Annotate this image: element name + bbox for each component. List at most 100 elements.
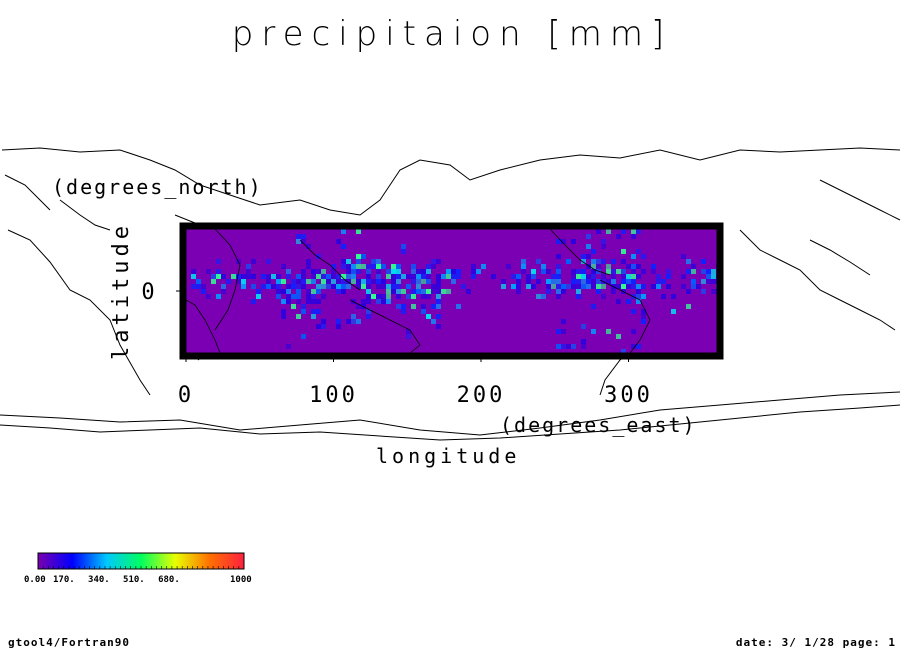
heatmap-cell xyxy=(636,284,641,289)
heatmap-cell xyxy=(631,234,636,239)
heatmap-cell xyxy=(441,289,446,294)
heatmap-cell xyxy=(631,344,636,349)
footer-date-page: date: 3/ 1/28 page: 1 xyxy=(735,636,896,649)
heatmap-cell xyxy=(571,344,576,349)
heatmap-cell xyxy=(561,239,566,244)
heatmap-cell xyxy=(561,284,566,289)
heatmap-cell xyxy=(396,274,401,279)
heatmap-cell xyxy=(631,264,636,269)
heatmap-cell xyxy=(356,319,361,324)
heatmap-cell xyxy=(331,269,336,274)
heatmap-cell xyxy=(361,254,366,259)
heatmap-cell xyxy=(606,269,611,274)
heatmap-cell xyxy=(551,284,556,289)
heatmap-cell xyxy=(316,269,321,274)
heatmap-cell xyxy=(596,229,601,234)
heatmap-cell xyxy=(626,279,631,284)
heatmap-cell xyxy=(301,334,306,339)
heatmap-cell xyxy=(556,274,561,279)
heatmap-cell xyxy=(611,259,616,264)
heatmap-cell xyxy=(386,284,391,289)
heatmap-cell xyxy=(576,279,581,284)
heatmap-cell xyxy=(426,269,431,274)
heatmap-cell xyxy=(521,264,526,269)
heatmap-cell xyxy=(651,269,656,274)
heatmap-cell xyxy=(336,279,341,284)
heatmap-cell xyxy=(406,334,411,339)
heatmap-cell xyxy=(361,284,366,289)
heatmap-cell xyxy=(436,289,441,294)
heatmap-cell xyxy=(331,279,336,284)
heatmap-cell xyxy=(556,264,561,269)
heatmap-cell xyxy=(636,299,641,304)
heatmap-cell xyxy=(611,274,616,279)
x-tick-label: 200 xyxy=(457,383,506,408)
heatmap-cell xyxy=(386,299,391,304)
heatmap-cell xyxy=(341,284,346,289)
heatmap-cell xyxy=(691,284,696,289)
heatmap-cell xyxy=(376,274,381,279)
heatmap-cell xyxy=(516,274,521,279)
heatmap-cell xyxy=(311,279,316,284)
heatmap-cell xyxy=(296,274,301,279)
heatmap-cell xyxy=(301,279,306,284)
heatmap-cell xyxy=(431,304,436,309)
heatmap-cell xyxy=(556,239,561,244)
heatmap-cell xyxy=(681,254,686,259)
heatmap-cell xyxy=(341,279,346,284)
heatmap-cell xyxy=(631,274,636,279)
heatmap-cell xyxy=(606,279,611,284)
heatmap-cell xyxy=(341,289,346,294)
heatmap-cell xyxy=(376,259,381,264)
heatmap-cell xyxy=(591,269,596,274)
heatmap-cell xyxy=(316,299,321,304)
heatmap-cell xyxy=(341,244,346,249)
heatmap-cell xyxy=(421,309,426,314)
heatmap-cell xyxy=(586,254,591,259)
heatmap-cell xyxy=(561,289,566,294)
heatmap-cell xyxy=(191,284,196,289)
heatmap-cell xyxy=(346,284,351,289)
heatmap-cell xyxy=(221,284,226,289)
heatmap-cell xyxy=(601,244,606,249)
heatmap-cell xyxy=(551,274,556,279)
heatmap-cell xyxy=(356,254,361,259)
heatmap-cell xyxy=(636,344,641,349)
heatmap-cell xyxy=(221,274,226,279)
heatmap-cell xyxy=(286,289,291,294)
heatmap-cell xyxy=(616,234,621,239)
heatmap-cell xyxy=(631,229,636,234)
heatmap-cell xyxy=(691,279,696,284)
heatmap-cell xyxy=(396,284,401,289)
heatmap-cell xyxy=(196,279,201,284)
heatmap-cell xyxy=(286,269,291,274)
heatmap-cell xyxy=(386,274,391,279)
heatmap-cell xyxy=(311,294,316,299)
heatmap-cell xyxy=(316,309,321,314)
heatmap-cell xyxy=(551,279,556,284)
heatmap-cell xyxy=(341,259,346,264)
heatmap-cell xyxy=(266,259,271,264)
heatmap-cell xyxy=(591,279,596,284)
heatmap-cell xyxy=(641,319,646,324)
heatmap-cell xyxy=(306,264,311,269)
heatmap-cell xyxy=(466,289,471,294)
x-tick-label: 300 xyxy=(604,383,653,408)
heatmap-cell xyxy=(456,304,461,309)
heatmap-cell xyxy=(306,294,311,299)
heatmap-cell xyxy=(336,274,341,279)
heatmap-cell xyxy=(636,264,641,269)
heatmap-cell xyxy=(546,269,551,274)
heatmap-cell xyxy=(481,264,486,269)
heatmap-cell xyxy=(586,234,591,239)
heatmap-cell xyxy=(456,269,461,274)
heatmap-cell xyxy=(526,279,531,284)
heatmap-cell xyxy=(586,284,591,289)
heatmap-cell xyxy=(706,274,711,279)
heatmap-cell xyxy=(686,289,691,294)
heatmap-cell xyxy=(436,299,441,304)
heatmap-cell xyxy=(621,269,626,274)
heatmap-cell xyxy=(431,319,436,324)
heatmap-cell xyxy=(366,299,371,304)
heatmap-cell xyxy=(356,269,361,274)
